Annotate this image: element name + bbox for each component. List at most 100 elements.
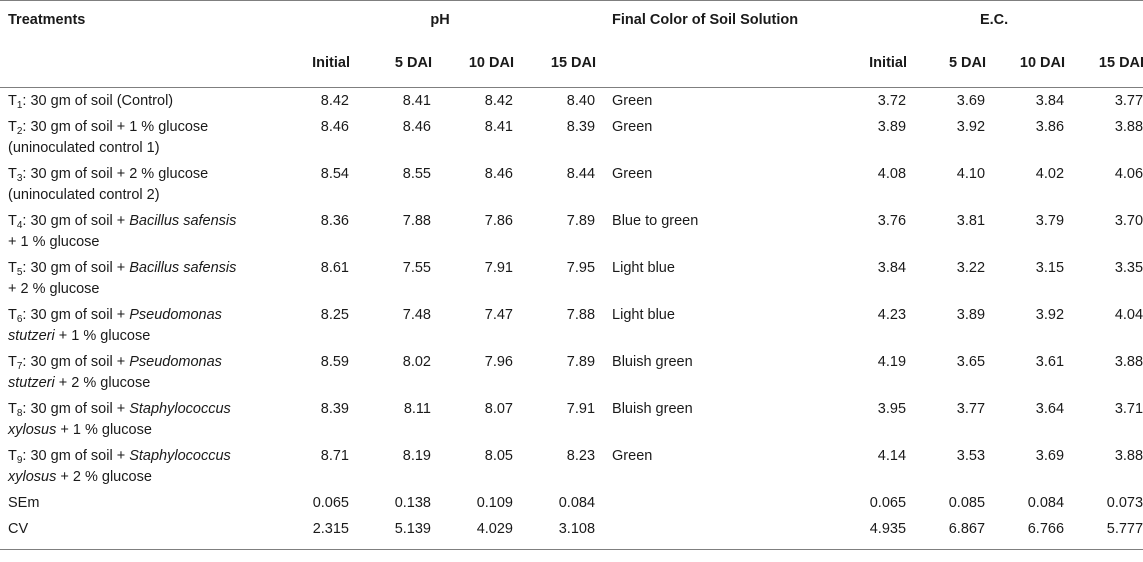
ec-15dai-stat: 0.073 <box>1106 495 1143 511</box>
ph-5dai-value: 8.02 <box>402 354 431 370</box>
ec-10dai-stat: 6.766 <box>994 516 1074 550</box>
ph-15dai-value: 7.91 <box>566 401 596 417</box>
ph-10dai-stat: 0.109 <box>476 495 513 511</box>
ec-10dai-value: 3.79 <box>1035 213 1065 229</box>
ph-initial-stat: 0.065 <box>312 495 349 511</box>
treatment-cell: T1: 30 gm of soil (Control) <box>0 88 276 115</box>
stat-row: SEm 0.065 0.138 0.109 0.084 0.065 0.085 0.084 0.… <box>0 490 1143 516</box>
header-ph-10dai: 10 DAI <box>440 40 522 88</box>
header-ec: E.C. <box>836 0 1143 40</box>
ec-15dai-value: 3.35 <box>1114 260 1143 276</box>
ph-5dai-value: 8.55 <box>402 166 431 182</box>
table-row: T2: 30 gm of soil + 1 % glucose (uninocul… <box>0 114 1143 161</box>
ec-5dai-value: 3.53 <box>956 448 986 464</box>
ph-10dai-stat: 4.029 <box>440 516 522 550</box>
header-ph-15dai: 15 DAI <box>522 40 605 88</box>
ph-5dai-value: 8.41 <box>402 93 431 109</box>
treatment-code: T <box>8 307 17 323</box>
table-row: T3: 30 gm of soil + 2 % glucose (uninocul… <box>0 161 1143 208</box>
ec-5dai-value: 3.69 <box>956 93 986 109</box>
treatment-species: Staphylococcus <box>129 448 231 464</box>
header-blank <box>0 40 276 88</box>
header-ph-5dai: 5 DAI <box>358 40 440 88</box>
treatment-text: : 30 gm of soil + <box>22 401 130 417</box>
ec-5dai-value: 3.22 <box>956 260 986 276</box>
header-final-color: Final Color of Soil Solution <box>604 0 837 40</box>
treatment-species: xylosus <box>8 422 57 438</box>
ec-15dai-value: 3.88 <box>1114 448 1143 464</box>
ph-15dai-value: 7.89 <box>566 354 596 370</box>
ph-10dai-value: 8.46 <box>484 166 513 182</box>
treatment-text: : 30 gm of soil + <box>22 213 130 229</box>
ph-5dai-value: 8.11 <box>403 401 431 417</box>
ph-15dai-stat: 3.108 <box>522 516 605 550</box>
treatment-number: 2 <box>16 126 23 137</box>
ec-initial-value: 3.76 <box>877 213 907 229</box>
ec-5dai-stat: 6.867 <box>915 516 995 550</box>
treatment-cell: T4: 30 gm of soil + Bacillus safensis + 1… <box>0 208 276 255</box>
ec-initial-value: 4.08 <box>877 166 907 182</box>
treatment-number: 3 <box>16 173 23 184</box>
table-row: T5: 30 gm of soil + Bacillus safensis + 2… <box>0 255 1143 302</box>
treatment-species: stutzeri <box>8 328 55 344</box>
treatment-cell: T2: 30 gm of soil + 1 % glucose (uninocul… <box>0 114 276 161</box>
stat-row: CV 2.315 5.139 4.029 3.108 4.935 6.867 6.766 5.7… <box>0 516 1143 550</box>
treatment-text: : 30 gm of soil + 2 % glucose <box>22 166 209 182</box>
table-body: T1: 30 gm of soil (Control) 8.42 8.41 8.42 8… <box>0 88 1143 550</box>
ph-5dai-value: 8.46 <box>402 119 431 135</box>
ph-15dai-value: 7.95 <box>566 260 596 276</box>
ec-5dai-stat: 0.085 <box>948 495 986 511</box>
ph-10dai-value: 8.42 <box>484 93 513 109</box>
ph-5dai-value: 8.19 <box>402 448 431 464</box>
treatment-cell: T9: 30 gm of soil + Staphylococcus xylosu… <box>0 443 276 490</box>
ec-15dai-value: 4.06 <box>1114 166 1143 182</box>
ec-initial-value: 3.84 <box>877 260 907 276</box>
final-color-value: Green <box>612 166 653 182</box>
ec-10dai-value: 3.92 <box>1035 307 1065 323</box>
treatment-species: stutzeri <box>8 375 55 391</box>
ec-15dai-value: 3.88 <box>1114 119 1143 135</box>
stat-label: SEm <box>8 495 40 511</box>
header-ph: pH <box>276 0 605 40</box>
ec-5dai-value: 3.92 <box>956 119 986 135</box>
ec-15dai-value: 3.88 <box>1114 354 1143 370</box>
ph-15dai-value: 8.23 <box>566 448 596 464</box>
ph-initial-value: 8.36 <box>320 213 349 229</box>
treatment-text: : 30 gm of soil + 1 % glucose <box>22 119 209 135</box>
ec-5dai-value: 3.77 <box>956 401 986 417</box>
header-treatments: Treatments <box>0 0 276 40</box>
ph-initial-value: 8.46 <box>320 119 349 135</box>
ec-initial-stat: 4.935 <box>836 516 916 550</box>
final-color-value: Light blue <box>612 260 675 276</box>
treatment-text: + 1 % glucose <box>56 422 152 438</box>
final-color-value: Green <box>612 119 653 135</box>
ph-5dai-stat: 5.139 <box>358 516 440 550</box>
treatment-code: T <box>8 401 17 417</box>
ph-5dai-value: 7.55 <box>402 260 431 276</box>
ec-10dai-value: 3.69 <box>1035 448 1065 464</box>
ec-15dai-stat: 5.777 <box>1073 516 1143 550</box>
ph-15dai-value: 7.88 <box>566 307 596 323</box>
treatment-cell: T8: 30 gm of soil + Staphylococcus xylosu… <box>0 396 276 443</box>
ph-10dai-value: 8.07 <box>484 401 513 417</box>
treatment-code: T <box>8 448 17 464</box>
final-color-value: Light blue <box>612 307 675 323</box>
treatment-text: + 1 % glucose <box>54 328 151 344</box>
treatment-species: Bacillus safensis <box>129 213 237 229</box>
final-color-value: Green <box>612 93 653 109</box>
treatment-text: (uninoculated control 1) <box>8 140 160 156</box>
ec-10dai-value: 3.86 <box>1035 119 1065 135</box>
treatment-code: T <box>8 119 17 135</box>
ph-15dai-value: 7.89 <box>566 213 596 229</box>
treatment-text: + 2 % glucose <box>56 469 152 485</box>
table-row: T1: 30 gm of soil (Control) 8.42 8.41 8.42 8… <box>0 88 1143 115</box>
ph-5dai-stat: 0.138 <box>394 495 431 511</box>
ph-15dai-value: 8.40 <box>566 93 596 109</box>
header-ec-initial: Initial <box>836 40 916 88</box>
ec-initial-stat: 0.065 <box>869 495 907 511</box>
final-color-value: Bluish green <box>612 401 693 417</box>
ec-initial-value: 4.14 <box>877 448 907 464</box>
ph-initial-value: 8.71 <box>320 448 349 464</box>
ec-10dai-value: 4.02 <box>1035 166 1065 182</box>
treatment-text: (uninoculated control 2) <box>8 187 160 203</box>
